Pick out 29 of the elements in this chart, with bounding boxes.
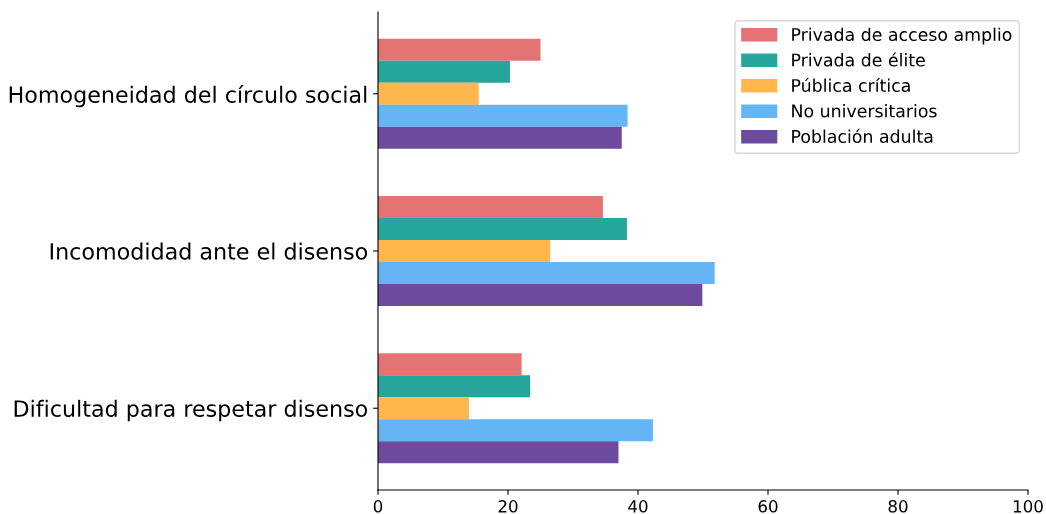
x-tick-label: 40 [628, 500, 648, 513]
x-tick-label: 0 [373, 500, 383, 513]
legend-label: Privada de acceso amplio [792, 27, 1012, 45]
bar [378, 104, 628, 127]
y-tick-label: Homogeneidad del círculo social [9, 84, 367, 108]
bar [378, 375, 531, 398]
x-tick-label: 100 [1013, 500, 1043, 513]
bar [378, 217, 627, 240]
bar [378, 397, 469, 420]
bar [378, 195, 603, 218]
y-tick-label: Dificultad para respetar disenso [14, 399, 368, 422]
legend-label: Pública crítica [792, 77, 910, 93]
legend-label: No universitarios [792, 104, 937, 118]
bar [378, 60, 510, 83]
x-tick-label: 20 [498, 500, 518, 513]
y-tick-label: Incomodidad ante el disenso [50, 242, 368, 260]
bar [378, 38, 541, 61]
bar [378, 284, 703, 307]
legend-label: Población adulta [792, 128, 933, 143]
bar [378, 353, 522, 376]
legend-label: Privada de élite [792, 52, 925, 67]
x-tick-label: 60 [758, 500, 778, 513]
bar [378, 441, 619, 464]
bar [378, 419, 653, 442]
x-tick-label: 80 [888, 500, 908, 513]
bar [378, 239, 551, 263]
bar [378, 262, 715, 285]
bar [378, 82, 479, 105]
bar [378, 126, 622, 149]
